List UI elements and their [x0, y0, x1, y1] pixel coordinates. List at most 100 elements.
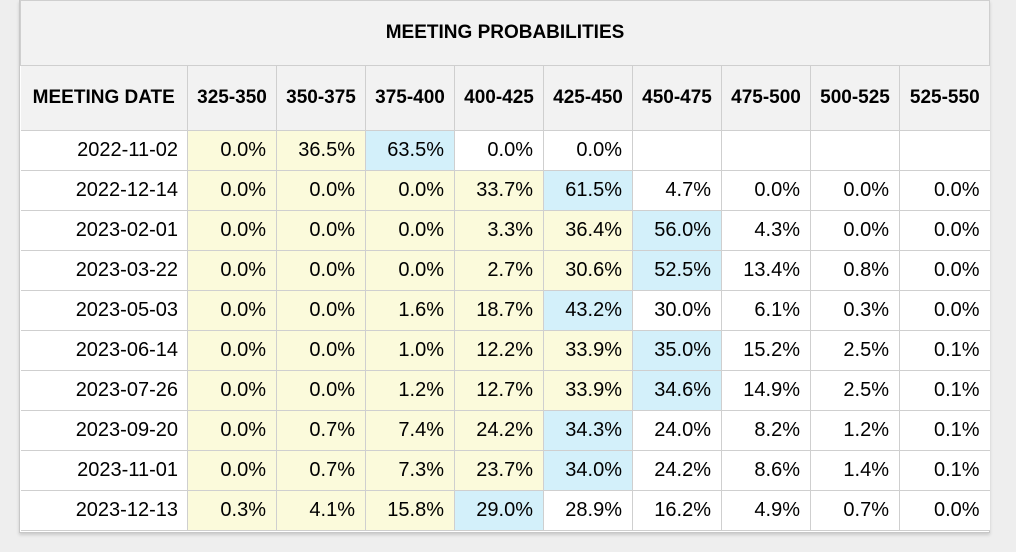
probability-cell: 0.0%	[810, 170, 900, 211]
table-row: 2023-03-22 0.0% 0.0% 0.0% 2.7% 30.6% 52.5% 13.4…	[20, 250, 990, 291]
probability-cell: 0.0%	[365, 210, 455, 251]
probability-cell: 0.7%	[276, 450, 366, 491]
probability-cell: 12.2%	[454, 330, 544, 371]
probability-cell	[810, 130, 900, 171]
probability-cell: 15.2%	[721, 330, 811, 371]
probability-cell	[632, 130, 722, 171]
probability-cell: 63.5%	[365, 130, 455, 171]
probability-cell: 36.4%	[543, 210, 633, 251]
probability-cell: 0.3%	[187, 490, 277, 531]
probability-cell: 4.9%	[721, 490, 811, 531]
probability-cell: 15.8%	[365, 490, 455, 531]
probability-cell: 0.1%	[898, 370, 990, 411]
probability-cell: 8.6%	[721, 450, 811, 491]
probability-cell: 0.3%	[810, 290, 900, 331]
probability-cell: 2.5%	[810, 330, 900, 371]
column-header-475-500: 475-500	[721, 65, 811, 131]
column-header-400-425: 400-425	[454, 65, 544, 131]
probability-cell: 0.0%	[898, 210, 990, 251]
table-title: MEETING PROBABILITIES	[19, 0, 991, 66]
table-row: 2023-11-01 0.0% 0.7% 7.3% 23.7% 34.0% 24.2% 8.6…	[20, 450, 990, 491]
probability-cell: 1.0%	[365, 330, 455, 371]
probability-cell: 0.1%	[898, 330, 990, 371]
probability-cell: 13.4%	[721, 250, 811, 291]
probability-cell: 52.5%	[632, 250, 722, 291]
probability-cell: 0.0%	[721, 170, 811, 211]
probability-cell: 34.6%	[632, 370, 722, 411]
probability-cell: 18.7%	[454, 290, 544, 331]
table-row: 2022-11-02 0.0% 36.5% 63.5% 0.0% 0.0%	[20, 130, 990, 171]
probability-cell: 0.0%	[276, 170, 366, 211]
probability-cell: 33.9%	[543, 330, 633, 371]
probability-cell: 12.7%	[454, 370, 544, 411]
probability-cell: 0.0%	[276, 210, 366, 251]
meeting-date-cell: 2023-09-20	[20, 410, 188, 451]
table-row: 2023-05-03 0.0% 0.0% 1.6% 18.7% 43.2% 30.0% 6.1…	[20, 290, 990, 331]
table-row: 2023-02-01 0.0% 0.0% 0.0% 3.3% 36.4% 56.0% 4.3%…	[20, 210, 990, 251]
probability-cell: 29.0%	[454, 490, 544, 531]
probability-cell: 0.7%	[810, 490, 900, 531]
probability-cell: 0.0%	[454, 130, 544, 171]
probability-cell: 24.2%	[632, 450, 722, 491]
probability-cell: 34.0%	[543, 450, 633, 491]
probability-cell: 2.5%	[810, 370, 900, 411]
probability-cell: 0.8%	[810, 250, 900, 291]
probability-cell: 2.7%	[454, 250, 544, 291]
probability-cell: 56.0%	[632, 210, 722, 251]
meeting-date-cell: 2023-02-01	[20, 210, 188, 251]
probability-cell: 8.2%	[721, 410, 811, 451]
probability-cell: 33.9%	[543, 370, 633, 411]
table-body: 2022-11-02 0.0% 36.5% 63.5% 0.0% 0.0% 2022-12-…	[20, 130, 990, 531]
probability-cell	[898, 130, 990, 171]
meeting-date-cell: 2023-12-13	[20, 490, 188, 531]
column-header-meeting-date: MEETING DATE	[20, 65, 188, 131]
probability-cell: 1.6%	[365, 290, 455, 331]
probability-cell: 0.7%	[276, 410, 366, 451]
table-row: 2022-12-14 0.0% 0.0% 0.0% 33.7% 61.5% 4.7% 0.0%…	[20, 170, 990, 211]
probability-cell: 3.3%	[454, 210, 544, 251]
meeting-date-cell: 2023-11-01	[20, 450, 188, 491]
probability-cell: 28.9%	[543, 490, 633, 531]
probability-cell: 7.4%	[365, 410, 455, 451]
probability-cell: 34.3%	[543, 410, 633, 451]
probability-cell: 6.1%	[721, 290, 811, 331]
probability-cell: 4.7%	[632, 170, 722, 211]
probability-cell: 0.0%	[276, 250, 366, 291]
probability-cell: 0.0%	[898, 490, 990, 531]
meeting-date-cell: 2022-12-14	[20, 170, 188, 211]
probability-cell: 0.0%	[898, 170, 990, 211]
probability-cell: 7.3%	[365, 450, 455, 491]
probability-cell: 0.0%	[187, 290, 277, 331]
table-row: 2023-06-14 0.0% 0.0% 1.0% 12.2% 33.9% 35.0% 15.…	[20, 330, 990, 371]
column-header-525-550: 525-550	[898, 65, 990, 131]
probability-cell: 61.5%	[543, 170, 633, 211]
column-header-350-375: 350-375	[276, 65, 366, 131]
probability-cell: 0.0%	[187, 450, 277, 491]
probability-cell: 0.1%	[898, 450, 990, 491]
probability-cell: 1.2%	[810, 410, 900, 451]
probability-cell: 1.4%	[810, 450, 900, 491]
probability-cell: 0.0%	[810, 210, 900, 251]
probability-cell: 0.0%	[898, 250, 990, 291]
column-header-425-450: 425-450	[543, 65, 633, 131]
meeting-date-cell: 2023-07-26	[20, 370, 188, 411]
column-header-500-525: 500-525	[810, 65, 900, 131]
probability-cell: 0.0%	[276, 370, 366, 411]
table-row: 2023-09-20 0.0% 0.7% 7.4% 24.2% 34.3% 24.0% 8.2…	[20, 410, 990, 451]
probability-cell: 1.2%	[365, 370, 455, 411]
probability-cell: 4.1%	[276, 490, 366, 531]
probability-cell: 0.0%	[543, 130, 633, 171]
probability-table: MEETING PROBABILITIES MEETING DATE 325-3…	[19, 0, 991, 531]
probability-cell: 16.2%	[632, 490, 722, 531]
probability-cell: 33.7%	[454, 170, 544, 211]
probability-cell: 0.0%	[365, 170, 455, 211]
probability-cell: 0.0%	[187, 210, 277, 251]
meeting-probabilities-panel: MEETING PROBABILITIES MEETING DATE 325-3…	[19, 0, 991, 533]
probability-cell: 0.0%	[187, 250, 277, 291]
probability-cell: 30.6%	[543, 250, 633, 291]
probability-cell: 36.5%	[276, 130, 366, 171]
probability-cell: 0.0%	[187, 330, 277, 371]
probability-cell: 0.0%	[898, 290, 990, 331]
table-row: 2023-07-26 0.0% 0.0% 1.2% 12.7% 33.9% 34.6% 14.…	[20, 370, 990, 411]
probability-cell: 0.0%	[276, 330, 366, 371]
